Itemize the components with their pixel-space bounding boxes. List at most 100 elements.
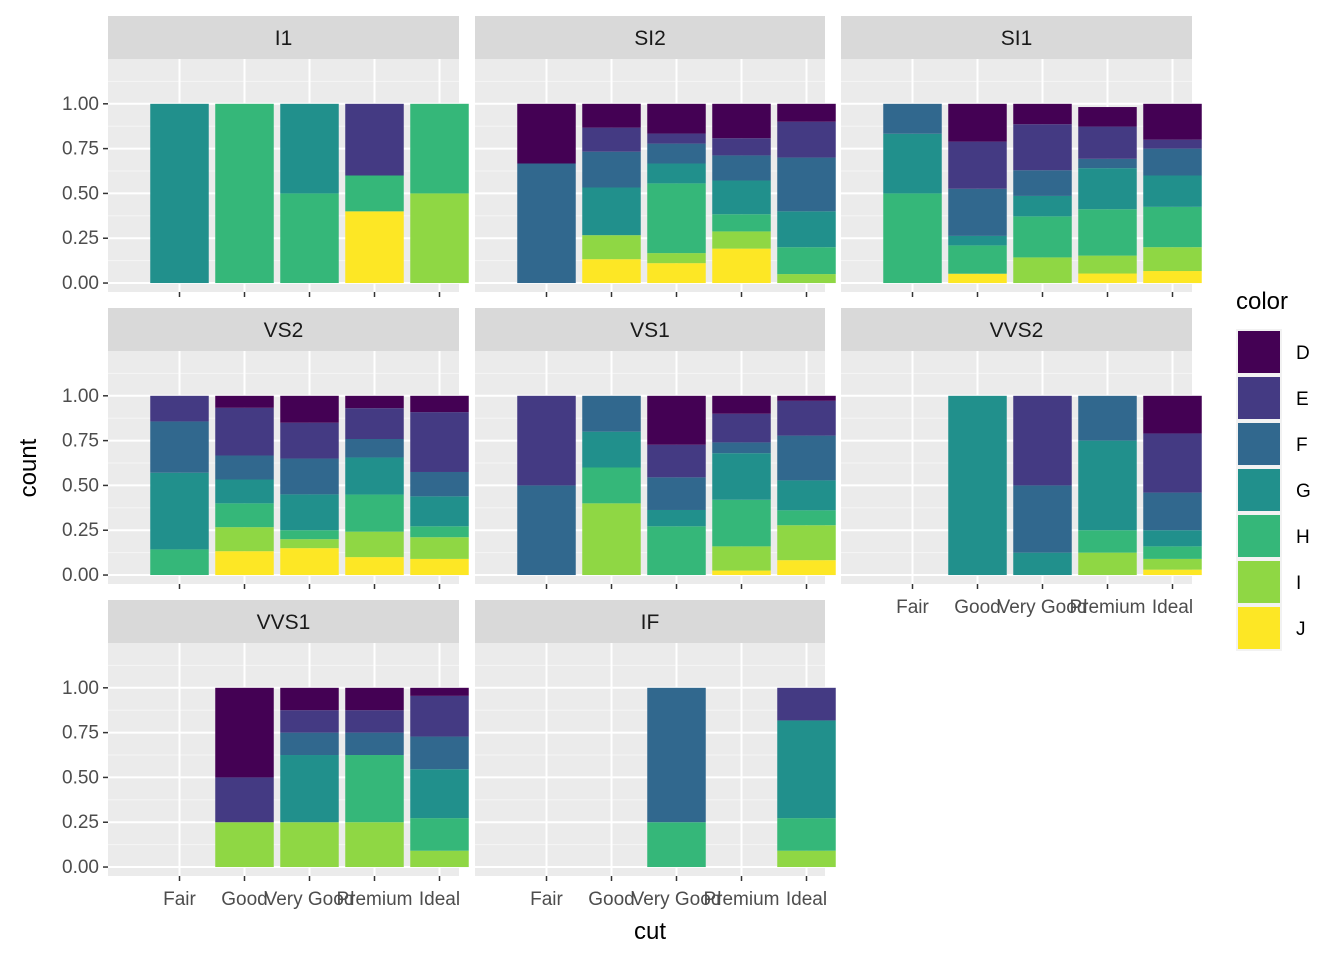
bar-vs1-premium-J xyxy=(712,570,771,576)
y-tick-label: 0.50 xyxy=(62,767,99,788)
bar-vvs2-very-good-G xyxy=(1013,552,1072,576)
bar-vs2-very-good-J xyxy=(280,548,339,576)
facet-strip xyxy=(841,308,1192,351)
bar-vvs1-ideal-F xyxy=(410,736,469,770)
bar-si2-premium-G xyxy=(712,180,771,215)
bar-vs1-good-H xyxy=(582,467,641,504)
bar-si1-premium-F xyxy=(1078,158,1137,169)
facet-strip-label: SI2 xyxy=(634,27,666,50)
bar-si2-good-G xyxy=(582,187,641,236)
x-tick-label: Fair xyxy=(163,889,196,910)
bar-si1-very-good-H xyxy=(1013,216,1072,258)
bar-vs1-very-good-F xyxy=(647,477,706,510)
facet-strip-label: I1 xyxy=(275,27,293,50)
bar-si1-premium-E xyxy=(1078,126,1137,159)
bar-vs1-good-I xyxy=(582,503,641,576)
bar-si2-good-E xyxy=(582,127,641,152)
bar-if-ideal-H xyxy=(777,818,836,851)
bar-vs1-ideal-E xyxy=(777,400,836,436)
bar-vvs2-ideal-G xyxy=(1143,530,1202,547)
bar-si1-good-H xyxy=(948,245,1007,274)
bar-i1-premium-J xyxy=(345,211,404,284)
y-tick-label: 0.50 xyxy=(62,475,99,496)
bar-vs2-premium-I xyxy=(345,531,404,558)
bar-si2-very-good-E xyxy=(647,133,706,144)
bar-si2-very-good-I xyxy=(647,253,706,264)
bar-vs1-premium-I xyxy=(712,546,771,571)
bar-vs2-good-F xyxy=(215,455,274,480)
facet-strip xyxy=(108,308,459,351)
legend-swatch-D xyxy=(1238,331,1280,373)
facet-strip-label: VVS1 xyxy=(257,611,311,634)
legend-swatch-F xyxy=(1238,423,1280,465)
bar-vs2-ideal-I xyxy=(410,537,469,559)
bar-vs1-ideal-F xyxy=(777,435,836,481)
bar-vvs2-ideal-F xyxy=(1143,492,1202,531)
bar-vs2-ideal-G xyxy=(410,496,469,527)
bar-si1-very-good-I xyxy=(1013,257,1072,284)
bar-vs1-very-good-G xyxy=(647,509,706,527)
bar-vs2-fair-E xyxy=(150,395,209,422)
x-tick-label: Very Good xyxy=(265,889,355,910)
facet-strip xyxy=(108,16,459,59)
bar-vvs2-ideal-J xyxy=(1143,569,1202,576)
y-tick-label: 0.25 xyxy=(62,520,99,541)
bar-vvs2-ideal-I xyxy=(1143,558,1202,570)
bar-vs1-very-good-H xyxy=(647,526,706,576)
bar-vs2-ideal-J xyxy=(410,558,469,576)
bar-vs2-ideal-H xyxy=(410,526,469,538)
facet-strip xyxy=(475,600,825,643)
bar-si2-good-D xyxy=(582,103,641,128)
bar-si2-ideal-F xyxy=(777,157,836,212)
bar-vs2-premium-J xyxy=(345,557,404,576)
bar-vvs1-premium-I xyxy=(345,822,404,868)
bar-si1-ideal-F xyxy=(1143,148,1202,176)
bar-if-ideal-E xyxy=(777,687,836,721)
bar-si2-premium-I xyxy=(712,231,771,249)
bar-vs2-very-good-G xyxy=(280,494,339,531)
bar-si2-good-I xyxy=(582,235,641,260)
bar-si1-premium-H xyxy=(1078,209,1137,256)
bar-si1-very-good-D xyxy=(1013,103,1072,125)
bar-vs1-fair-F xyxy=(517,485,576,576)
bar-vvs2-very-good-E xyxy=(1013,395,1072,486)
bar-si1-ideal-D xyxy=(1143,103,1202,140)
bar-vs2-good-D xyxy=(215,395,274,408)
bar-vs1-fair-E xyxy=(517,395,576,486)
facet-strip-label: VVS2 xyxy=(990,319,1044,342)
facet-strip xyxy=(475,308,825,351)
bar-si1-good-G xyxy=(948,235,1007,246)
facet-panel-vs2: VS2 0.00 0.25 0.50 0.75 1.00 xyxy=(62,308,469,589)
bar-if-ideal-G xyxy=(777,720,836,819)
bar-vvs1-very-good-D xyxy=(280,687,339,711)
bar-vs2-very-good-E xyxy=(280,422,339,459)
bar-si2-premium-J xyxy=(712,248,771,284)
bar-if-ideal-I xyxy=(777,850,836,868)
x-tick-label: Premium xyxy=(1069,597,1145,618)
legend: color D E F G H I J xyxy=(1236,288,1311,651)
bar-i1-good-H xyxy=(215,103,274,284)
y-tick-label: 0.25 xyxy=(62,228,99,249)
x-tick-label: Premium xyxy=(703,889,779,910)
bar-vs2-very-good-D xyxy=(280,395,339,423)
bar-i1-fair-G xyxy=(150,103,209,284)
bar-vvs1-ideal-E xyxy=(410,695,469,737)
bar-si1-good-F xyxy=(948,188,1007,236)
bar-si1-premium-I xyxy=(1078,255,1137,274)
bar-si2-very-good-D xyxy=(647,103,706,134)
bar-si1-good-D xyxy=(948,103,1007,142)
bar-si1-premium-J xyxy=(1078,273,1137,284)
x-axis-title: cut xyxy=(634,918,666,945)
bar-si1-fair-H xyxy=(883,193,942,284)
legend-swatch-E xyxy=(1238,377,1280,419)
bar-vvs2-ideal-H xyxy=(1143,546,1202,559)
bar-vs1-ideal-G xyxy=(777,480,836,511)
legend-label-I: I xyxy=(1296,573,1301,594)
bar-vs1-ideal-D xyxy=(777,395,836,401)
bar-si1-ideal-G xyxy=(1143,175,1202,207)
legend-swatch-J xyxy=(1238,607,1280,649)
legend-label-E: E xyxy=(1296,389,1309,410)
bar-vvs2-premium-H xyxy=(1078,530,1137,553)
